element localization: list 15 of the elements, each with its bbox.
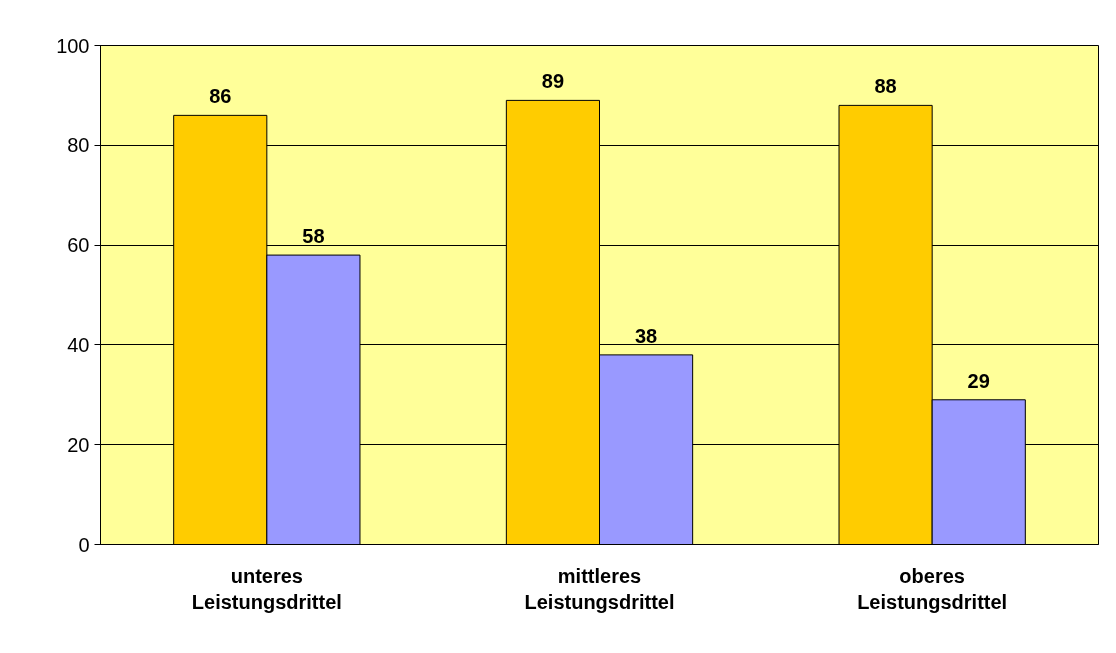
data-label: 29: [967, 369, 990, 392]
data-label: 58: [302, 225, 325, 248]
y-tick-label: 80: [67, 134, 90, 157]
x-tick-label: unteres Leistungsdrittel: [191, 564, 342, 613]
y-tick-label: 60: [67, 234, 90, 257]
y-tick-label: 20: [67, 433, 90, 456]
data-label: 38: [634, 324, 658, 347]
x-tick-label: mittleres Leistungsdrittel: [524, 564, 675, 613]
y-tick-label: 0: [78, 533, 90, 556]
y-tick-label: 40: [67, 333, 90, 356]
data-label: 88: [874, 75, 897, 98]
data-label: 86: [209, 85, 232, 108]
y-tick-label: 100: [56, 34, 90, 57]
data-label: 89: [541, 70, 565, 93]
x-tick-label: oberes Leistungsdrittel: [857, 564, 1008, 613]
